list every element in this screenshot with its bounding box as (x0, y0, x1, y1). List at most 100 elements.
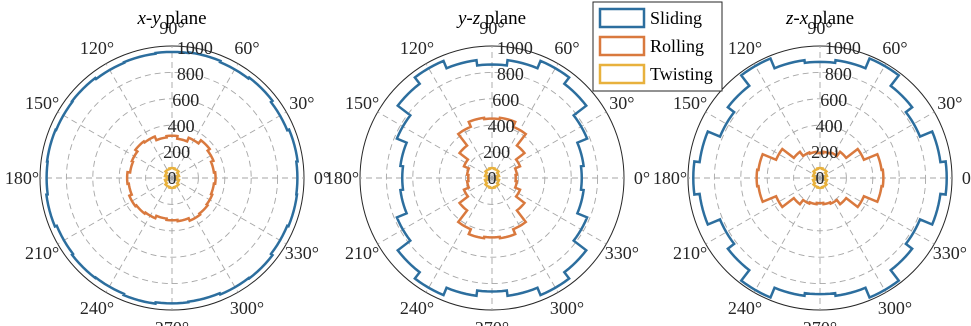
legend-label-sliding: Sliding (650, 8, 702, 28)
polar-grid-spoke (491, 177, 559, 293)
polar-panel-1: 0° 30° 60° 90° 120° 150° 180° 210° 240° 270° 300° 3… (5, 8, 330, 326)
theta-tick-label: 150° (25, 93, 59, 113)
theta-tick-label: 270° (475, 318, 509, 326)
theta-tick-label: 120° (728, 38, 762, 58)
r-tick-label: 800 (497, 64, 524, 84)
panel-title: y-z plane (456, 8, 526, 29)
theta-tick-label: 90° (479, 18, 504, 38)
theta-tick-label: 240° (728, 298, 762, 318)
series-sliding (692, 56, 948, 300)
polar-grid-circle (793, 151, 847, 205)
polar-grid-circle (465, 151, 519, 205)
polar-grid-spoke (105, 177, 173, 293)
polar-grid-spoke (171, 63, 239, 179)
theta-tick-label: 0° (634, 168, 650, 188)
legend-label-twisting: Twisting (650, 64, 713, 84)
series-twisting (811, 166, 829, 190)
polar-grid-spoke (425, 63, 493, 179)
theta-tick-label: 180° (5, 168, 39, 188)
series-rolling (456, 116, 528, 240)
legend-swatch-twisting (598, 63, 646, 85)
theta-tick-label: 330° (933, 243, 967, 263)
polar-grid-spoke (705, 111, 821, 179)
legend-swatch-sliding (598, 7, 646, 29)
polar-grid-circle (412, 98, 572, 258)
polar-grid-spoke (819, 111, 935, 179)
polar-grid-spoke (171, 177, 287, 245)
theta-tick-label: 270° (155, 318, 189, 326)
polar-grid-spoke (753, 177, 821, 293)
r-tick-label: 400 (816, 116, 843, 136)
theta-tick-label: 300° (550, 298, 584, 318)
polar-grid-spoke (491, 177, 607, 245)
r-tick-label: 600 (172, 90, 199, 110)
series-rolling (125, 134, 217, 223)
theta-tick-label: 30° (937, 93, 962, 113)
r-tick-label: 400 (488, 116, 515, 136)
series-twisting (483, 166, 501, 190)
polar-grid-circle (145, 151, 199, 205)
polar-grid-spoke (377, 177, 493, 245)
series-twisting (163, 166, 181, 190)
theta-tick-label: 30° (609, 93, 634, 113)
r-tick-label: 600 (820, 90, 847, 110)
polar-grid-spoke (57, 177, 173, 245)
polar-grid-spoke (377, 111, 493, 179)
theta-tick-label: 210° (25, 243, 59, 263)
theta-tick-label: 120° (400, 38, 434, 58)
theta-tick-label: 150° (345, 93, 379, 113)
polar-panel-2: 0° 30° 60° 90° 120° 150° 180° 210° 240° 270° 300° 3… (325, 8, 650, 326)
theta-tick-label: 60° (882, 38, 907, 58)
r-tick-label: 1000 (177, 38, 213, 58)
theta-tick-label: 300° (878, 298, 912, 318)
polar-grid-circle (740, 98, 900, 258)
polar-grid-spoke (819, 63, 887, 179)
polar-grid-spoke (819, 177, 887, 293)
theta-tick-label: 180° (653, 168, 687, 188)
legend-label-rolling: Rolling (650, 36, 704, 56)
polar-grid-spoke (753, 63, 821, 179)
theta-tick-label: 150° (673, 93, 707, 113)
polar-grid-circle (92, 98, 252, 258)
r-tick-label: 600 (492, 90, 519, 110)
series-sliding (44, 50, 300, 306)
theta-tick-label: 240° (400, 298, 434, 318)
r-tick-label: 0 (168, 168, 177, 188)
theta-tick-label: 90° (807, 18, 832, 38)
r-tick-label: 0 (488, 168, 497, 188)
theta-tick-label: 330° (285, 243, 319, 263)
theta-tick-label: 90° (159, 18, 184, 38)
theta-tick-label: 210° (673, 243, 707, 263)
polar-grid-spoke (57, 111, 173, 179)
theta-tick-label: 60° (234, 38, 259, 58)
theta-tick-label: 0° (314, 168, 330, 188)
panel-title: x-y plane (136, 8, 206, 29)
r-tick-label: 1000 (825, 38, 861, 58)
polar-grid-spoke (171, 177, 239, 293)
legend: Sliding Rolling Twisting (592, 1, 723, 92)
theta-tick-label: 210° (345, 243, 379, 263)
theta-tick-label: 300° (230, 298, 264, 318)
theta-tick-label: 180° (325, 168, 359, 188)
legend-swatch-rolling (598, 35, 646, 57)
polar-grid-spoke (171, 111, 287, 179)
polar-grid-spoke (105, 63, 173, 179)
theta-tick-label: 330° (605, 243, 639, 263)
r-tick-label: 1000 (497, 38, 533, 58)
legend-box (592, 1, 723, 92)
r-tick-label: 200 (483, 142, 510, 162)
r-tick-label: 800 (825, 64, 852, 84)
theta-tick-label: 60° (554, 38, 579, 58)
polar-grid-spoke (491, 63, 559, 179)
theta-tick-label: 0° (962, 168, 971, 188)
polar-grid-spoke (819, 177, 935, 245)
r-tick-label: 200 (163, 142, 190, 162)
polar-grid-spoke (491, 111, 607, 179)
r-tick-label: 200 (811, 142, 838, 162)
series-sliding (395, 58, 589, 298)
polar-grid-spoke (425, 177, 493, 293)
theta-tick-label: 30° (289, 93, 314, 113)
theta-tick-label: 120° (80, 38, 114, 58)
theta-tick-label: 270° (803, 318, 837, 326)
